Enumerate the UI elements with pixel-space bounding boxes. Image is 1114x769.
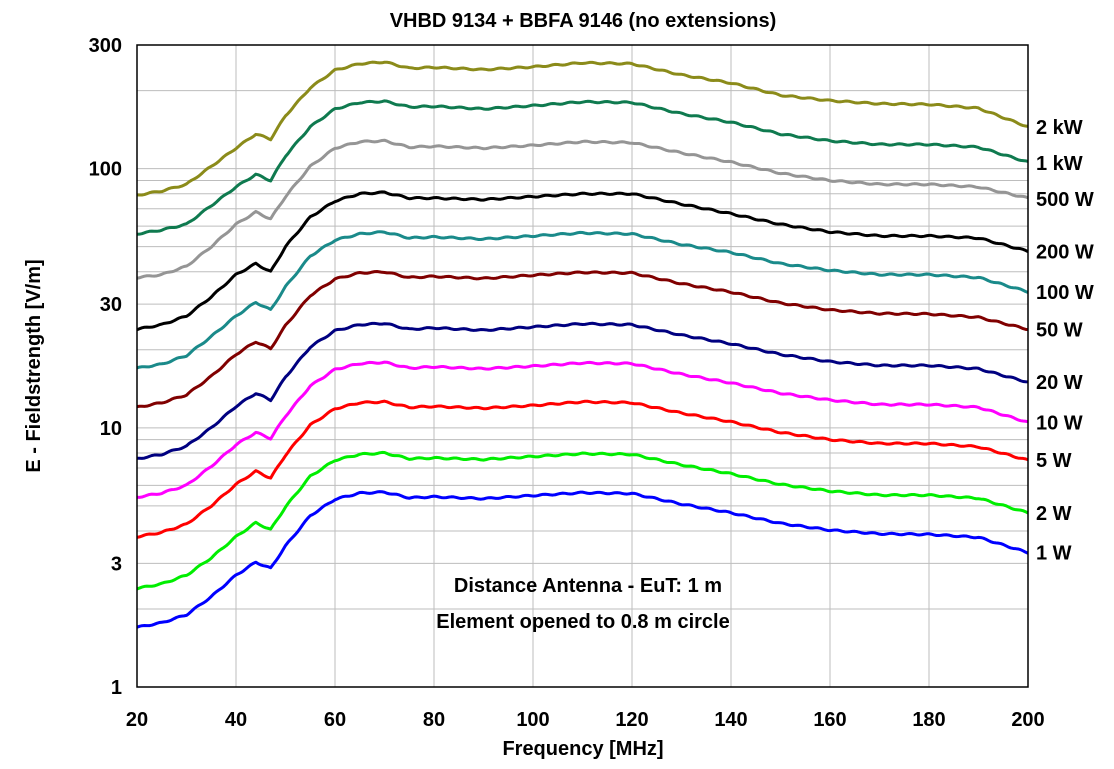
x-axis-label: Frequency [MHz] [502, 738, 663, 760]
series-label: 2 kW [1036, 117, 1083, 139]
x-tick-label: 120 [615, 709, 648, 731]
series-labels: 2 kW 1 kW 500 W 200 W 100 W 50 W 20 W 10 W 5 W 2 … [1036, 117, 1094, 565]
y-tick-label: 300 [89, 35, 122, 57]
y-axis-label: E - Fieldstrength [V/m] [23, 259, 45, 472]
series-label: 100 W [1036, 282, 1094, 304]
series-line [136, 190, 1029, 332]
x-tick-label: 80 [423, 709, 445, 731]
series-label: 2 W [1036, 503, 1072, 525]
series-line [136, 360, 1029, 499]
x-tick-label: 140 [714, 709, 747, 731]
y-tick-label: 100 [89, 159, 122, 181]
series-line [136, 99, 1029, 236]
x-tick-label: 20 [126, 709, 148, 731]
series-label: 10 W [1036, 412, 1083, 434]
y-tick-label: 30 [100, 294, 122, 316]
plot-frame [136, 44, 1029, 688]
y-tick-label: 10 [100, 418, 122, 440]
x-tick-label: 160 [813, 709, 846, 731]
x-tick-label: 180 [912, 709, 945, 731]
series-line [136, 321, 1029, 460]
annotation-element: Element opened to 0.8 m circle [436, 611, 729, 633]
series-label: 500 W [1036, 189, 1094, 211]
series-line [136, 230, 1029, 370]
series-label: 200 W [1036, 241, 1094, 263]
series-line [136, 270, 1029, 409]
tick-labels: 20 40 60 80 100 120 140 160 180 200 1 3 10 30 100 300 [89, 35, 1045, 731]
y-tick-label: 3 [111, 553, 122, 575]
annotation-distance: Distance Antenna - EuT: 1 m [454, 575, 722, 597]
series-label: 20 W [1036, 372, 1083, 394]
series-label: 50 W [1036, 319, 1083, 341]
series-line [136, 490, 1029, 629]
series-line [136, 60, 1029, 197]
chart-title: VHBD 9134 + BBFA 9146 (no extensions) [390, 10, 777, 32]
x-tick-label: 60 [324, 709, 346, 731]
series-label: 1 W [1036, 543, 1072, 565]
series-lines [136, 60, 1029, 629]
series-line [136, 450, 1029, 591]
series-label: 1 kW [1036, 153, 1083, 175]
y-tick-label: 1 [111, 677, 122, 699]
series-line [136, 399, 1029, 539]
x-tick-label: 200 [1011, 709, 1044, 731]
series-label: 5 W [1036, 450, 1072, 472]
x-tick-label: 100 [516, 709, 549, 731]
x-tick-label: 40 [225, 709, 247, 731]
series-line [136, 138, 1029, 280]
